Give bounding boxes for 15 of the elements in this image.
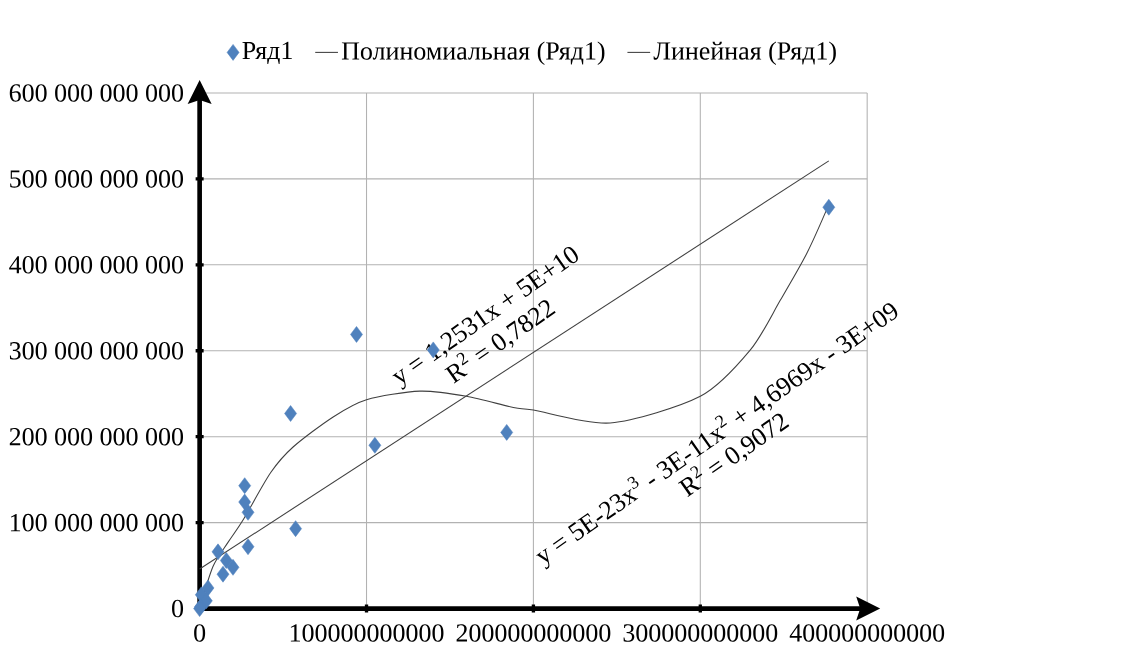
x-tick-label: 100000000000 [290,624,444,642]
x-tick-label: 400000000000 [789,624,945,642]
legend-label: Ряд1 [242,42,292,65]
y-tick-label: 300 000 000 000 [9,342,184,360]
y-tick-label: 100 000 000 000 [10,514,184,532]
y-tick-label: 200 000 000 000 [9,428,184,446]
y-tick-label: 600 000 000 000 [9,84,184,102]
legend-label: Линейная (Ряд1) [653,41,836,66]
y-tick-label: 400 000 000 000 [9,256,184,274]
y-tick-label: 500 000 000 000 [10,170,184,188]
x-tick-label: 0 [194,624,206,642]
legend-label: Полиномиальная (Ряд1) [341,41,605,66]
x-tick-label: 200000000000 [456,624,611,642]
x-tick-label: 300000000000 [623,624,778,642]
y-tick-label: 0 [172,600,184,618]
